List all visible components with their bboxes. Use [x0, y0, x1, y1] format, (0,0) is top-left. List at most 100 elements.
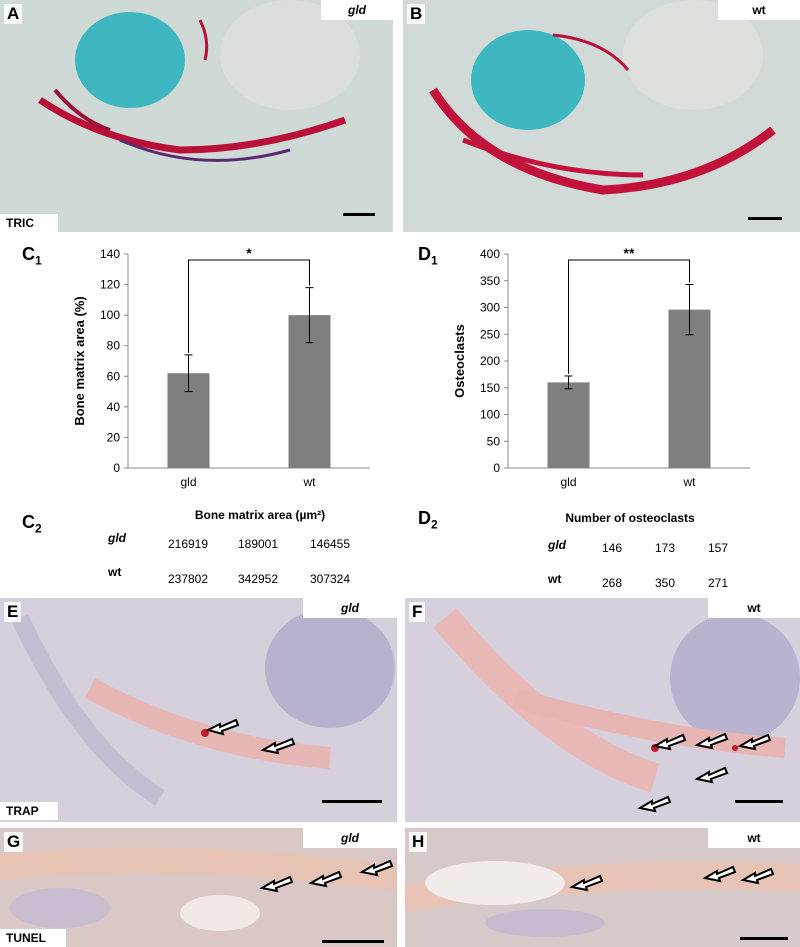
panel-h-tunel-wt: H wt	[405, 828, 800, 947]
x-tick-label: wt	[683, 475, 697, 489]
y-tick-label: 50	[487, 434, 501, 448]
panel-b-genotype-tag: wt	[718, 0, 800, 20]
y-tick-label: 0	[493, 461, 500, 475]
arrow-icon	[260, 737, 296, 755]
panel-a-stain-label: TRIC	[0, 214, 58, 232]
panel-g-genotype-tag: gld	[303, 828, 397, 848]
panel-h-letter: H	[409, 832, 428, 852]
panel-g-image	[0, 828, 397, 947]
table-d2-title: Number of osteoclasts	[565, 511, 695, 525]
panel-e-genotype-tag: gld	[303, 598, 397, 618]
panel-b-image	[403, 0, 800, 232]
y-tick-label: 120	[100, 278, 120, 292]
y-tick-label: 40	[107, 400, 121, 414]
panel-e-scale-bar	[322, 800, 382, 803]
panel-h-scale-bar	[740, 937, 788, 940]
arrow-icon	[359, 859, 394, 877]
panel-c2-label: C2	[22, 512, 42, 536]
y-tick-label: 100	[100, 308, 120, 322]
panel-a-trichrome-gld: A gld TRIC	[0, 0, 393, 232]
panel-d2-label: D2	[418, 508, 438, 532]
y-axis-label: Osteoclasts	[452, 324, 467, 398]
y-tick-label: 350	[480, 274, 500, 288]
panel-a-image	[0, 0, 393, 232]
panel-b-scale-bar	[748, 217, 782, 220]
panel-b-trichrome-wt: B wt	[403, 0, 800, 232]
panel-g-scale-bar	[322, 940, 384, 943]
panel-g-stain-label: TUNEL	[0, 929, 66, 947]
y-tick-label: 200	[480, 354, 500, 368]
arrow-icon	[308, 870, 343, 888]
table-c2-row-label-gld: gld	[108, 531, 126, 545]
panel-e-image	[0, 598, 397, 822]
panel-e-trap-gld: E gld TRAP	[0, 598, 397, 822]
panel-f-image	[405, 598, 800, 822]
table-d2-cell: 173	[654, 541, 676, 555]
panel-f-trap-wt: F wt	[405, 598, 800, 822]
arrow-icon	[694, 732, 729, 750]
arrow-icon	[737, 733, 772, 751]
y-tick-label: 400	[480, 247, 500, 261]
y-tick-label: 140	[100, 247, 120, 261]
table-c2-row-label-wt: wt	[108, 565, 122, 579]
panel-e-letter: E	[4, 602, 22, 622]
y-tick-label: 80	[107, 339, 121, 353]
table-d2-cell: 157	[707, 541, 729, 555]
x-tick-label: gld	[180, 475, 196, 489]
arrow-icon	[694, 766, 729, 784]
y-axis-label: Bone matrix area (%)	[72, 296, 87, 425]
y-tick-label: 20	[107, 430, 121, 444]
significance-marker: **	[624, 245, 635, 261]
arrow-icon	[637, 795, 672, 813]
panel-f-scale-bar	[735, 800, 783, 803]
significance-bracket	[188, 259, 310, 353]
panel-g-tunel-gld: G gld TUNEL	[0, 828, 397, 947]
chart-c1-svg: 0 20 40 60 80 100 120 140 Bone matrix area (%) gl…	[72, 245, 370, 489]
chart-d1-osteoclasts: 0 50 100 150 200 250 300 350 400 Osteoclasts gld wt…	[450, 240, 770, 500]
chart-c1-bone-matrix-area: 0 20 40 60 80 100 120 140 Bone matrix area (%) gl…	[70, 240, 390, 500]
panel-e-stain-label: TRAP	[0, 802, 58, 820]
arrow-icon	[205, 718, 240, 736]
table-c2-cell: 307324	[309, 572, 351, 586]
y-tick-label: 150	[480, 381, 500, 395]
table-d2-cell: 268	[601, 576, 623, 590]
arrow-icon	[702, 865, 737, 883]
arrow-icon	[259, 875, 294, 893]
y-tick-label: 60	[107, 369, 121, 383]
significance-bracket	[568, 259, 690, 374]
table-c2-cell: 237802	[167, 572, 209, 586]
chart-d1-svg: 0 50 100 150 200 250 300 350 400 Osteoclasts gld wt…	[452, 245, 750, 489]
panel-d1-label: D1	[418, 244, 438, 268]
panel-a-genotype-tag: gld	[321, 0, 393, 20]
panel-a-scale-bar	[343, 213, 375, 216]
y-tick-label: 250	[480, 327, 500, 341]
arrow-icon	[652, 733, 687, 751]
panel-a-letter: A	[4, 4, 23, 24]
y-tick-label: 100	[480, 408, 500, 422]
y-tick-label: 0	[113, 461, 120, 475]
arrow-icon	[569, 874, 604, 892]
panel-g-letter: G	[4, 832, 24, 852]
table-c2-cell: 146455	[309, 537, 351, 551]
table-d2-cell: 146	[601, 541, 623, 555]
y-tick-label: 300	[480, 301, 500, 315]
bar	[547, 382, 590, 468]
table-c2-cell: 189001	[237, 537, 279, 551]
panel-f-letter: F	[409, 602, 426, 622]
table-d2-cell: 350	[654, 576, 676, 590]
panel-c1-label: C1	[22, 244, 42, 268]
table-d2-row-label-gld: gld	[548, 538, 566, 552]
x-tick-label: gld	[560, 475, 576, 489]
panel-f-genotype-tag: wt	[708, 598, 800, 618]
table-d2-cell: 271	[707, 576, 729, 590]
panel-b-letter: B	[407, 4, 426, 24]
x-tick-label: wt	[303, 475, 317, 489]
panel-h-genotype-tag: wt	[708, 828, 800, 848]
significance-marker: *	[246, 245, 252, 261]
table-c2-cell: 342952	[237, 572, 279, 586]
table-c2-title: Bone matrix area (µm²)	[194, 508, 326, 522]
bar	[668, 309, 711, 468]
arrow-icon	[740, 867, 775, 885]
table-c2-cell: 216919	[167, 537, 209, 551]
table-d2-row-label-wt: wt	[548, 572, 562, 586]
